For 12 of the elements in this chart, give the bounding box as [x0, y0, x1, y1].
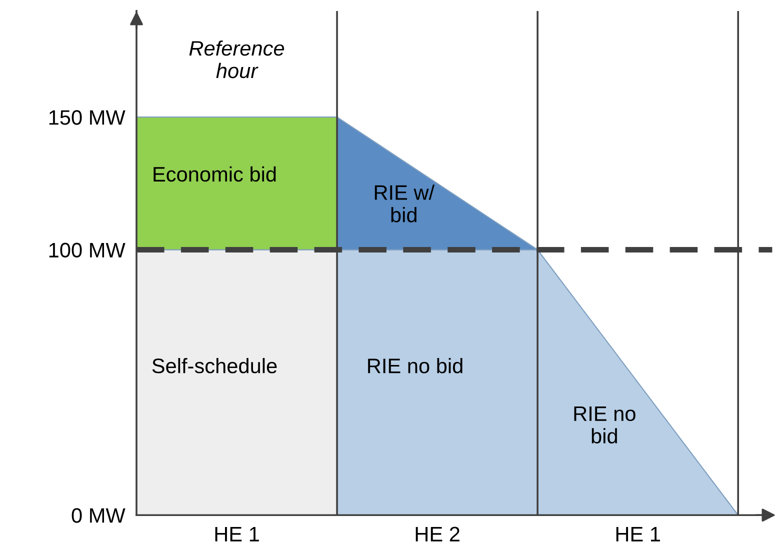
annotation: Reference hour [189, 40, 284, 78]
x-tick-label: HE 1 [215, 526, 259, 542]
series-label: Self-schedule [152, 358, 277, 374]
y-tick-label: 0 MW [72, 508, 126, 523]
x-tick-label: HE 1 [616, 526, 660, 542]
y-tick-label: 150 MW [49, 110, 126, 125]
x-tick-label: HE 2 [416, 526, 460, 542]
series-label: Economic bid [154, 166, 276, 182]
series-label: RIE no bid [368, 358, 462, 374]
series-label: RIE no bid [574, 406, 636, 444]
y-tick-label: 100 MW [49, 242, 126, 258]
series-label: RIE w/ bid [374, 184, 435, 222]
